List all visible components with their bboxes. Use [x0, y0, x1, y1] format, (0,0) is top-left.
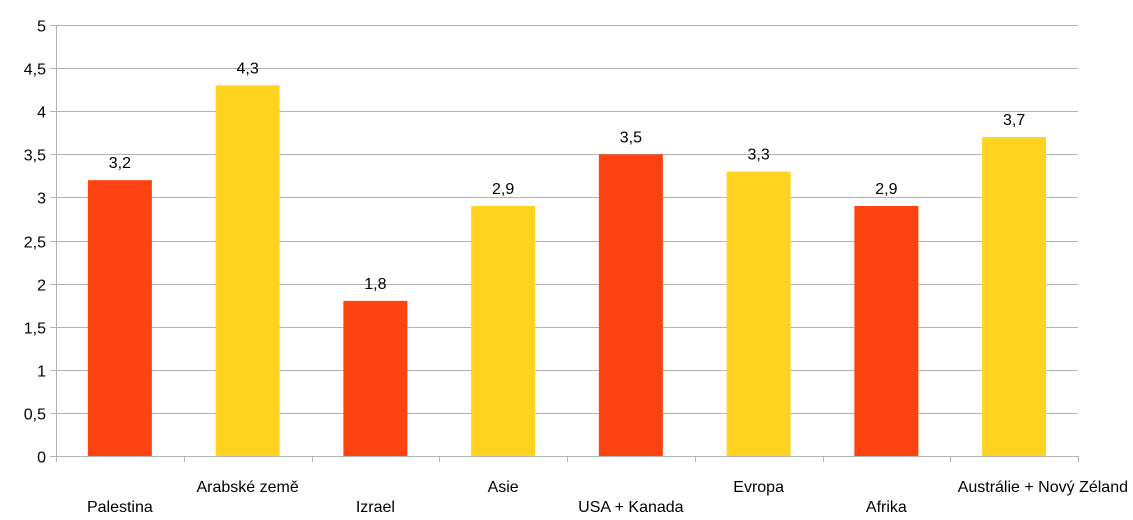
y-tick-label: 0 — [37, 450, 46, 467]
category-label: Austrálie + Nový Zéland — [958, 479, 1128, 496]
y-tick-label: 2,5 — [24, 235, 46, 252]
bar — [215, 85, 280, 456]
bars — [87, 85, 1047, 457]
data-label: 3,3 — [748, 147, 770, 164]
bar — [854, 206, 919, 456]
category-label: Arabské země — [196, 479, 298, 496]
data-label: 1,8 — [364, 276, 386, 293]
y-tick-label: 3 — [37, 191, 46, 208]
data-label: 4,3 — [237, 60, 259, 77]
y-tick-label: 4 — [37, 105, 46, 122]
bar — [598, 154, 663, 457]
category-label: USA + Kanada — [578, 499, 684, 516]
y-tick-label: 1 — [37, 364, 46, 381]
bar — [471, 206, 536, 456]
bar — [87, 180, 152, 456]
category-label: Evropa — [733, 479, 784, 496]
data-label: 2,9 — [875, 181, 897, 198]
y-tick-label: 4,5 — [24, 62, 46, 79]
labels: 0 0,5 1 1,5 2 2,5 3 3,5 4 4,5 5 3,2 Palestina 4,3 Arab… — [24, 19, 1128, 517]
y-tick-label: 3,5 — [24, 148, 46, 165]
y-tick-label: 1,5 — [24, 321, 46, 338]
gridlines — [56, 25, 1078, 457]
category-label: Afrika — [866, 499, 907, 516]
category-label: Izrael — [356, 499, 395, 516]
data-label: 2,9 — [492, 181, 514, 198]
category-label: Palestina — [87, 499, 153, 516]
axes — [50, 25, 1079, 462]
data-label: 3,2 — [109, 155, 131, 172]
y-tick-label: 0,5 — [24, 407, 46, 424]
y-tick-label: 2 — [37, 278, 46, 295]
data-label: 3,7 — [1003, 112, 1025, 129]
category-label: Asie — [488, 479, 519, 496]
data-label: 3,5 — [620, 129, 642, 146]
bar — [982, 137, 1047, 456]
y-tick-label: 5 — [37, 19, 46, 36]
bar — [726, 171, 791, 457]
bar — [343, 300, 408, 456]
